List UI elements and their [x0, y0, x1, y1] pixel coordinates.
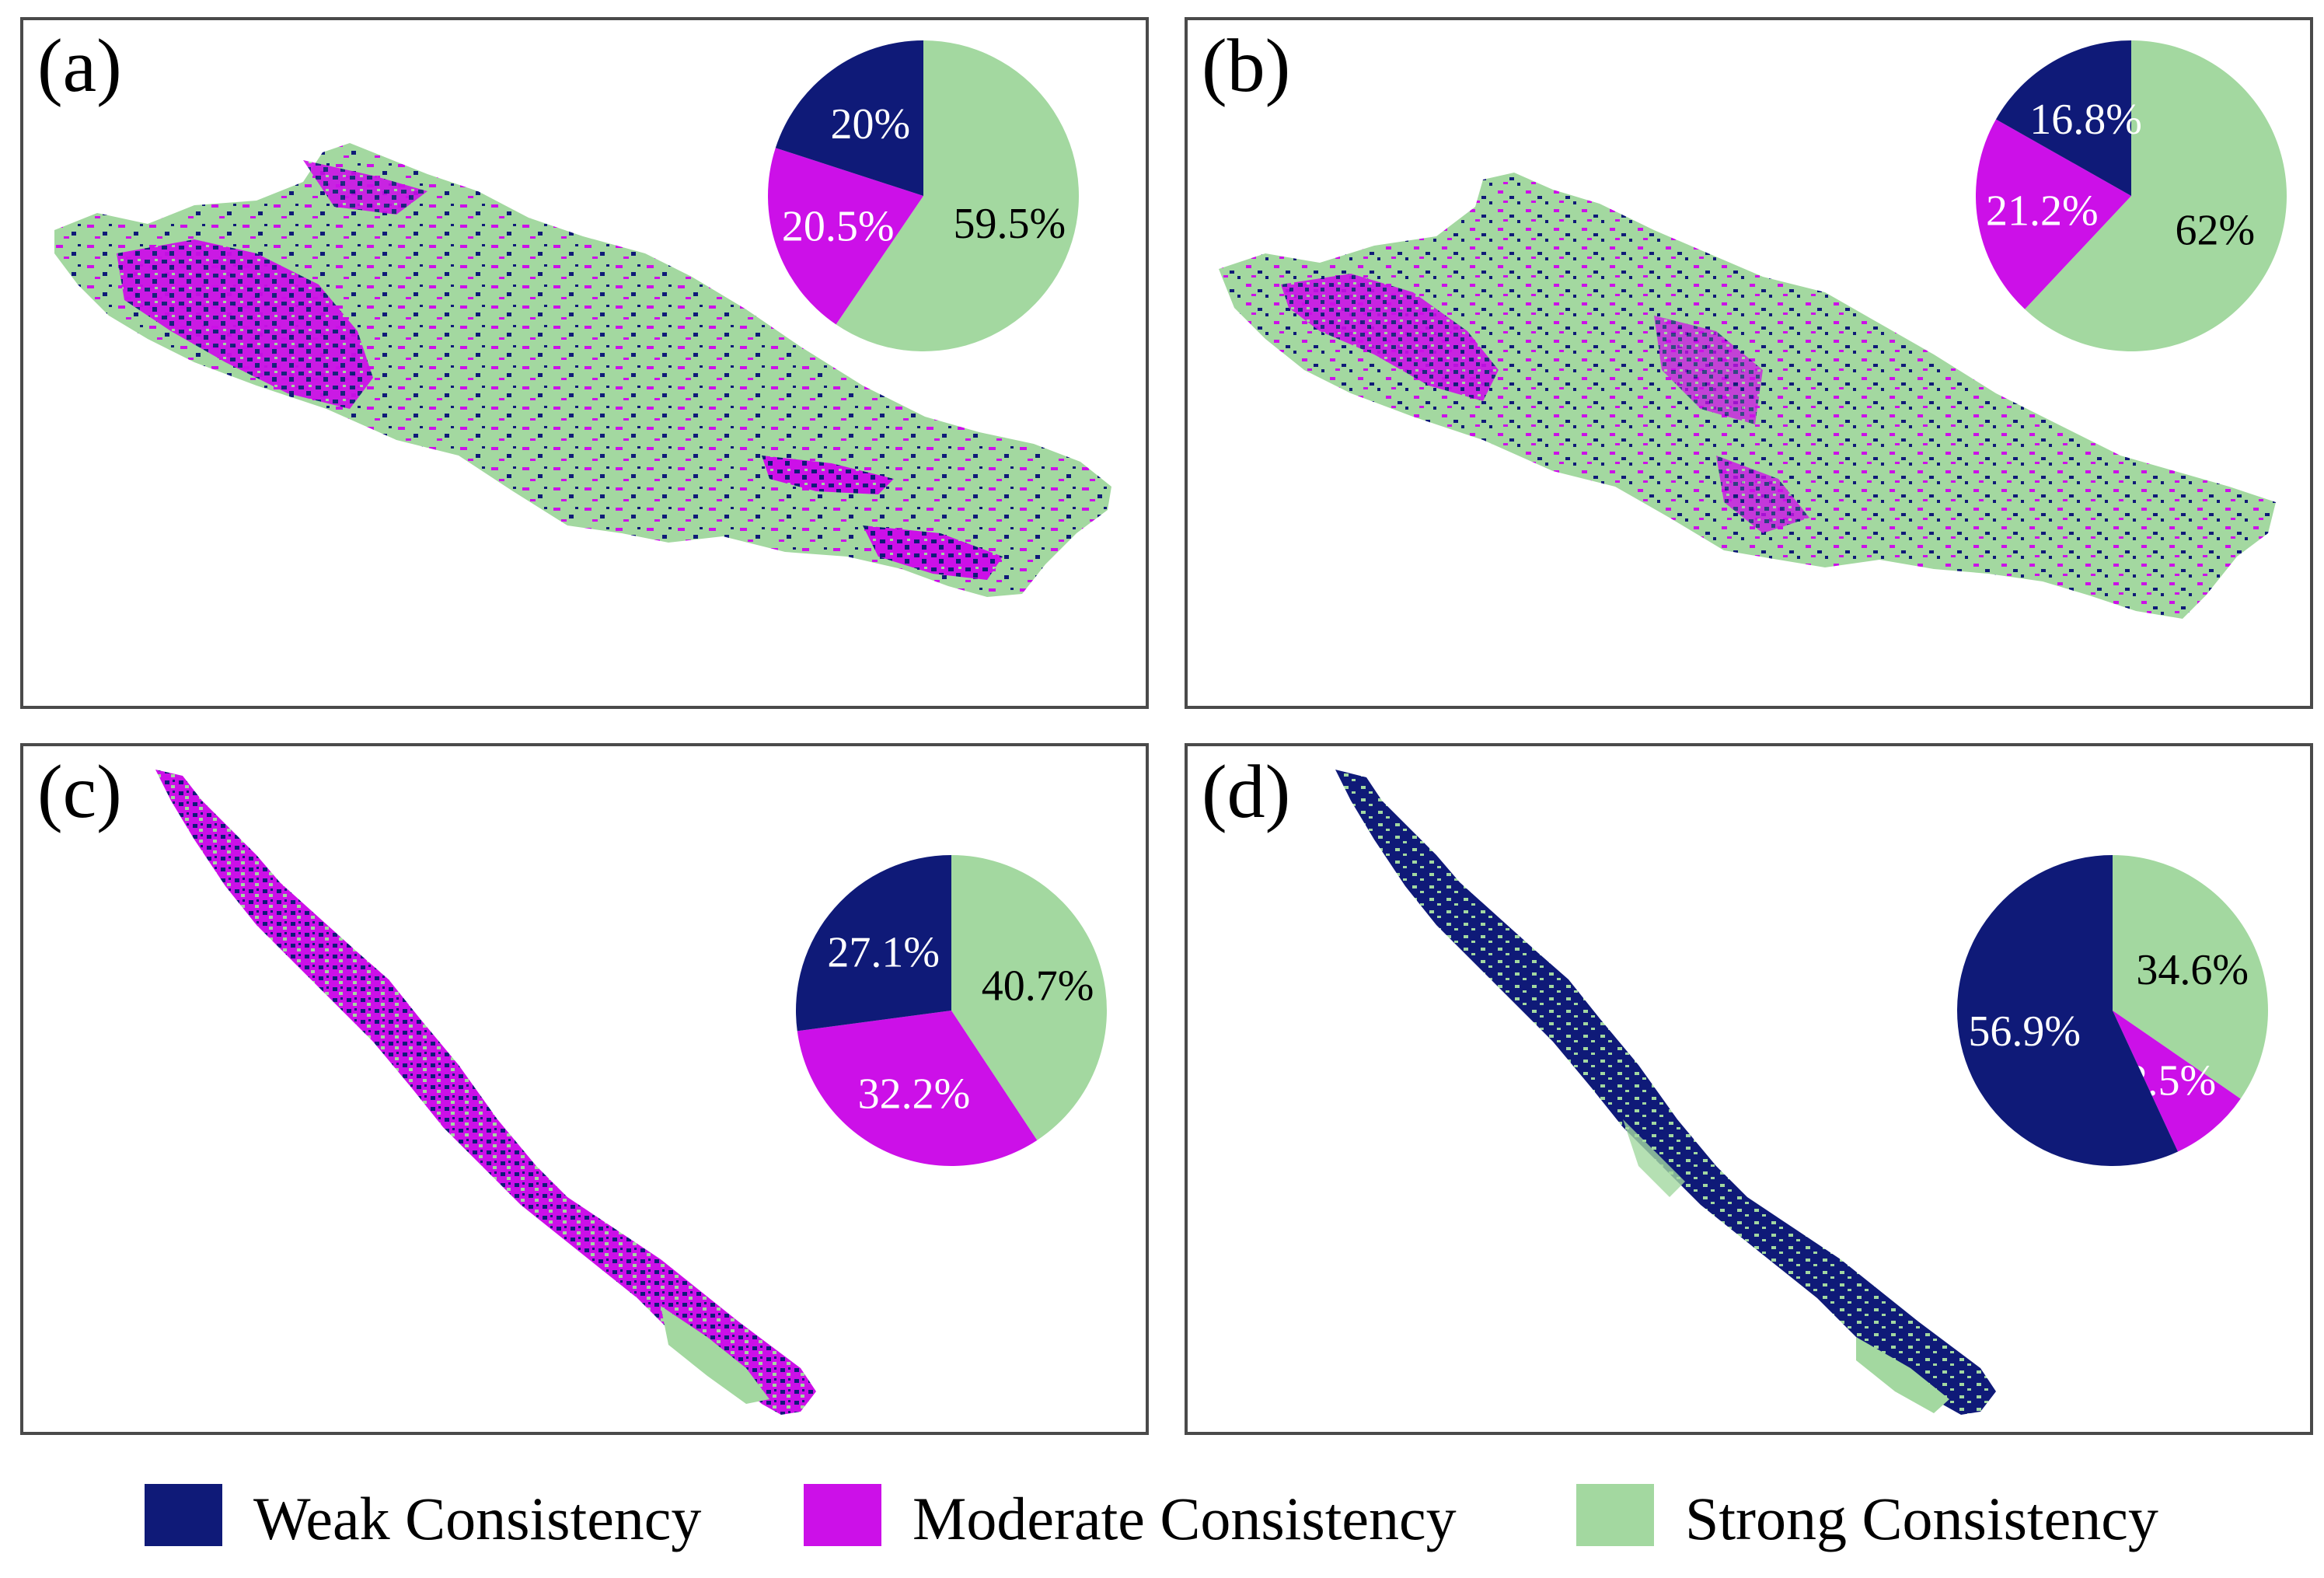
strong-zone-c	[661, 1306, 769, 1404]
strong-zone-d2	[1623, 1119, 1685, 1197]
pie-chart-b: 62% 21.2% 16.8%	[1976, 40, 2287, 352]
dense-zone-a3	[863, 525, 1003, 580]
legend-label-weak: Weak Consistency	[253, 1485, 702, 1552]
pie-label-weak: 56.9%	[1968, 1007, 2081, 1056]
pie-slice-strong	[2025, 40, 2287, 352]
pie-slice-weak	[1995, 40, 2131, 196]
pie-chart-d: 34.6%8.5%56.9%	[1957, 855, 2268, 1166]
dense-zone-a1	[117, 239, 373, 409]
pie-slice-moderate	[2113, 1011, 2241, 1152]
basin-map-b	[1219, 173, 2276, 619]
pie-label-strong: 62%	[2176, 207, 2256, 255]
pie-slice-weak	[1957, 855, 2179, 1166]
basin-shape-c	[155, 770, 816, 1415]
pie-chart-c: 40.7% 32.2% 27.1%	[796, 855, 1107, 1166]
pie-label-moderate: 20.5%	[782, 203, 895, 251]
dense-zone-a4	[303, 160, 427, 215]
basin-shape-d	[1335, 770, 1996, 1415]
pie-label-moderate: 21.2%	[1986, 187, 2099, 235]
map-panel-a: (a) 59.5% 20.5% 20%	[20, 17, 1149, 709]
pie-label-weak: 16.8%	[2029, 96, 2142, 144]
pie-slice-moderate	[768, 148, 923, 325]
panel-label-d: (d)	[1202, 750, 1291, 834]
basin-map-c	[155, 770, 816, 1415]
panel-label-b: (b)	[1202, 24, 1291, 108]
panel-label-a: (a)	[37, 24, 122, 108]
map-panel-d: (d) 34.6% 8.5% 56.9%	[1185, 743, 2313, 1435]
map-panel-c: (c) 40.7% 32.2% 27.1%	[20, 743, 1149, 1435]
basin-map-d	[1335, 770, 1996, 1415]
pie-label-weak: 27.1%	[827, 929, 940, 977]
dense-zone-a2	[762, 456, 894, 494]
pie-slice-moderate	[1976, 119, 2131, 309]
legend-swatch-weak	[145, 1484, 222, 1546]
pie-slice-strong	[951, 855, 1107, 1140]
basin-map-a	[54, 143, 1111, 597]
strong-zone-d1	[1856, 1337, 1949, 1413]
legend-swatch-strong	[1576, 1484, 1654, 1546]
dense-zone-b2	[1654, 316, 1763, 424]
pie-label-strong: 34.6%	[2136, 946, 2249, 994]
pie-slice-strong	[836, 40, 1079, 351]
panel-label-c: (c)	[37, 750, 122, 834]
pie-label-strong: 40.7%	[982, 962, 1094, 1011]
pie-slice-strong	[2113, 855, 2268, 1099]
pie-slice-moderate	[797, 1011, 1038, 1166]
map-panel-b: (b) 62% 21.2% 16.8%	[1185, 17, 2313, 709]
pie-label-moderate: 32.2%	[858, 1070, 971, 1119]
legend-swatch-moderate	[804, 1484, 881, 1546]
pie-chart-a: 59.5% 20.5% 20%	[768, 40, 1079, 351]
legend: Weak Consistency Moderate Consistency St…	[0, 1473, 2324, 1566]
dense-zone-b3	[1716, 456, 1809, 533]
pie-slice-weak	[796, 855, 951, 1032]
dense-zone-b1	[1281, 274, 1499, 401]
pie-slice-weak	[775, 40, 923, 196]
legend-label-strong: Strong Consistency	[1685, 1485, 2158, 1552]
pie-label-weak: 20%	[830, 100, 910, 148]
legend-label-moderate: Moderate Consistency	[913, 1485, 1457, 1552]
pie-label-strong: 59.5%	[954, 200, 1066, 248]
